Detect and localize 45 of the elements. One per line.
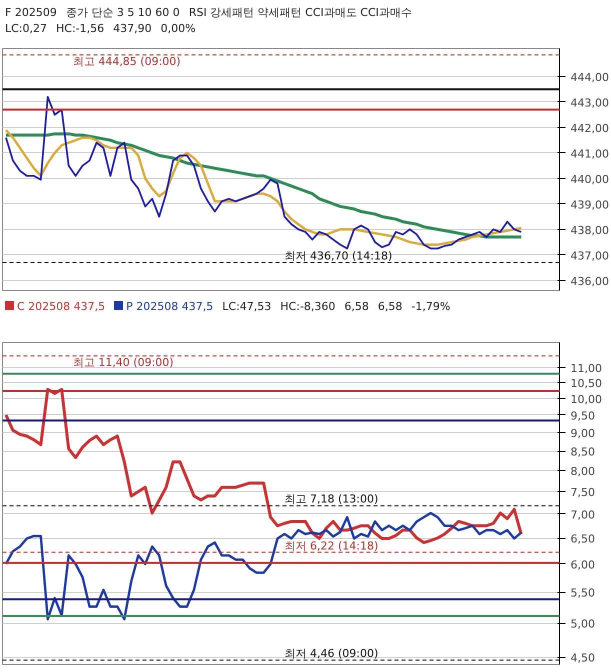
text: 종가 단순 3 5 10 60 0: [66, 6, 180, 19]
y-tick-label: 439,00: [570, 198, 609, 212]
ref-line-label: 최고 444,85 (09:00): [72, 54, 181, 68]
text: 6,58: [344, 300, 369, 313]
text: LC:0,27: [5, 22, 48, 35]
y-tick-label: 10,00: [570, 392, 602, 406]
y-tick-label: 438,00: [570, 224, 609, 237]
y-tick-label: 436,00: [570, 274, 609, 288]
text: 0,00%: [160, 22, 196, 35]
legend-label: P 202508 437,5: [125, 300, 214, 313]
ref-line-label: 최고 7,18 (13:00): [284, 492, 378, 506]
ref-line-label: 최저 6,22 (14:18): [284, 539, 378, 552]
y-tick-label: 7,00: [570, 508, 595, 522]
line-series: [4, 512, 522, 620]
text: HC:-1,56: [56, 22, 104, 35]
line-series: [5, 96, 522, 250]
text: LC:47,53: [222, 300, 272, 313]
text: F 202509: [5, 6, 57, 19]
text: 437,90: [113, 22, 152, 35]
text: RSI 강세패턴 약세패턴 CCI과매도 CCI과매수: [188, 6, 412, 19]
y-tick-label: 437,00: [570, 249, 609, 262]
y-tick-label: 11,00: [570, 362, 602, 375]
y-tick-label: 6,50: [570, 532, 595, 546]
y-tick-label: 9,00: [570, 427, 595, 440]
text: 6,58: [378, 300, 402, 313]
legend-label: C 202508 437,5: [16, 300, 106, 313]
text: -1,79%: [411, 300, 450, 313]
ref-line-label: 최저 436,70 (14:18): [284, 249, 392, 262]
y-tick-label: 5,50: [570, 586, 595, 600]
y-tick-label: 444,00: [570, 71, 609, 84]
y-tick-label: 442,00: [570, 122, 609, 135]
ref-line-label: 최저 4,46 (09:00): [284, 647, 378, 660]
y-tick-label: 8,00: [570, 465, 595, 478]
text: HC:-8,360: [280, 300, 336, 313]
y-tick-label: 441,00: [570, 147, 609, 160]
y-tick-label: 5,00: [570, 618, 595, 631]
y-tick-label: 6,00: [570, 558, 595, 572]
y-tick-label: 440,00: [570, 172, 609, 186]
y-tick-label: 4,50: [570, 652, 595, 665]
y-tick-label: 10,50: [570, 377, 602, 390]
ref-line-label: 최고 11,40 (09:00): [72, 356, 174, 369]
y-tick-label: 443,00: [570, 96, 609, 110]
y-tick-label: 7,50: [570, 486, 595, 500]
y-tick-label: 9,50: [570, 409, 595, 422]
y-tick-label: 8,50: [570, 446, 595, 459]
